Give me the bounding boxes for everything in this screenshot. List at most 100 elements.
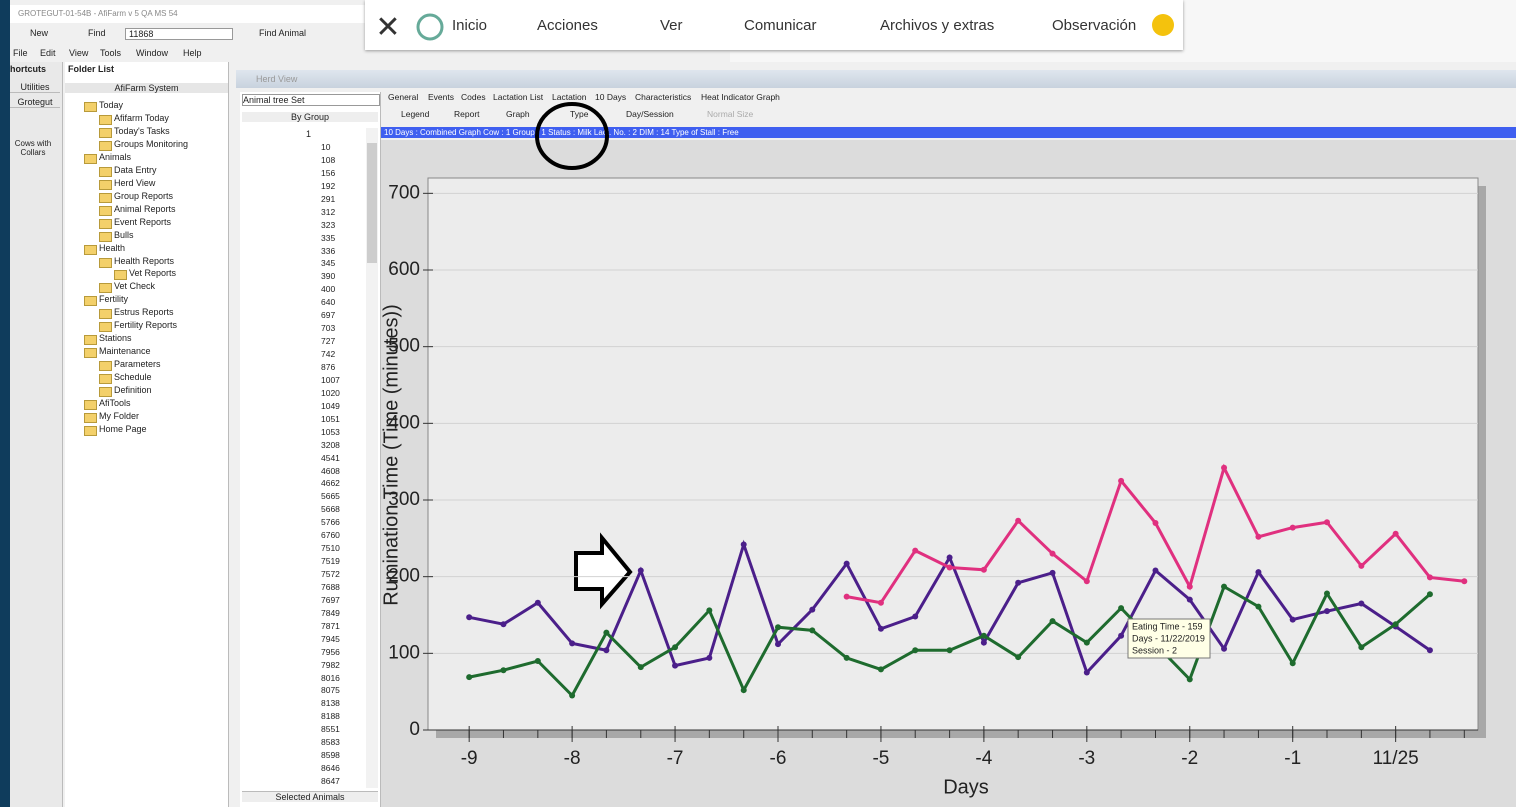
animal-id[interactable]: 3208 — [321, 439, 340, 450]
animal-id[interactable]: 7697 — [321, 594, 340, 605]
tree-item[interactable]: Animals — [99, 151, 132, 162]
tree-item[interactable]: Estrus Reports — [114, 307, 174, 318]
animal-id[interactable]: 8188 — [321, 711, 340, 722]
tree-item[interactable]: Health — [99, 242, 126, 253]
tab[interactable]: 10 Days — [595, 92, 627, 102]
animal-id[interactable]: 1051 — [321, 413, 340, 424]
tool-button[interactable]: Type — [570, 109, 589, 119]
animal-id[interactable]: 336 — [321, 245, 336, 256]
menu-item[interactable]: Window — [136, 48, 169, 58]
tree-item[interactable]: Stations — [99, 333, 132, 344]
animal-id[interactable]: 8598 — [321, 750, 340, 761]
tree-item[interactable]: Groups Monitoring — [114, 138, 189, 149]
tree-item[interactable]: Fertility — [99, 294, 128, 305]
animal-id[interactable]: 4662 — [321, 478, 340, 489]
shortcut[interactable]: Utilities — [10, 82, 60, 93]
animal-id[interactable]: 390 — [321, 271, 336, 282]
animal-id[interactable]: 7982 — [321, 659, 340, 670]
tab[interactable]: Lactation — [552, 92, 587, 102]
animal-id[interactable]: 7688 — [321, 581, 340, 592]
toolbar-item[interactable]: Find — [88, 28, 106, 38]
animal-id[interactable]: 703 — [321, 323, 336, 334]
menu-item[interactable]: View — [69, 48, 89, 58]
tree-item[interactable]: Vet Check — [114, 281, 156, 292]
animal-id[interactable]: 8138 — [321, 698, 340, 709]
tree-item[interactable]: Vet Reports — [129, 268, 177, 279]
menu-item[interactable]: File — [13, 48, 28, 58]
animal-id[interactable]: 7849 — [321, 607, 340, 618]
animal-id[interactable]: 4541 — [321, 452, 340, 463]
overlay-toolbar-item[interactable]: Ver — [660, 17, 683, 34]
animal-id[interactable]: 291 — [321, 193, 336, 204]
animal-id[interactable]: 1020 — [321, 387, 340, 398]
tree-item[interactable]: Home Page — [99, 424, 147, 434]
animal-id[interactable]: 7510 — [321, 543, 340, 554]
animal-id[interactable]: 156 — [321, 167, 336, 178]
animal-id[interactable]: 5665 — [321, 491, 340, 502]
animal-id[interactable]: 10 — [321, 142, 331, 152]
animal-id[interactable]: 5766 — [321, 517, 340, 528]
animal-id[interactable]: 697 — [321, 310, 336, 321]
close-icon[interactable]: ✕ — [375, 11, 400, 44]
animal-id[interactable]: 192 — [321, 180, 336, 191]
tab[interactable]: Codes — [461, 92, 486, 102]
tree-item[interactable]: My Folder — [99, 411, 140, 422]
menu-item[interactable]: Tools — [100, 48, 122, 58]
shortcut[interactable]: Grotegut — [10, 97, 60, 108]
animal-id[interactable]: 742 — [321, 349, 336, 360]
animal-id[interactable]: 1007 — [321, 374, 340, 385]
tree-item[interactable]: Event Reports — [114, 216, 172, 227]
animal-id[interactable]: 640 — [321, 297, 336, 308]
animal-id[interactable]: 400 — [321, 284, 336, 295]
tree-item[interactable]: Herd View — [114, 177, 156, 188]
tree-item[interactable]: Animal Reports — [114, 203, 176, 214]
shortcut[interactable]: Cows with Collars — [14, 139, 52, 157]
tab[interactable]: Events — [428, 92, 454, 102]
animal-id[interactable]: 8647 — [321, 776, 340, 787]
tree-item[interactable]: Parameters — [114, 359, 161, 370]
overlay-toolbar-item[interactable]: Archivos y extras — [880, 17, 995, 34]
tree-item[interactable]: Afifarm Today — [114, 112, 169, 123]
animal-id[interactable]: 4608 — [321, 465, 340, 476]
animal-id[interactable]: 323 — [321, 219, 336, 230]
tree-item[interactable]: Today — [99, 100, 124, 110]
menu-item[interactable]: Help — [183, 48, 202, 58]
tree-item[interactable]: Definition — [114, 385, 152, 396]
tool-button[interactable]: Normal Size — [707, 109, 754, 119]
animal-id[interactable]: 335 — [321, 232, 336, 243]
animal-id[interactable]: 8016 — [321, 672, 340, 683]
overlay-toolbar-item[interactable]: Inicio — [452, 17, 488, 34]
tool-button[interactable]: Day/Session — [626, 109, 674, 119]
animal-id[interactable]: 876 — [321, 361, 336, 372]
animal-id[interactable]: 7871 — [321, 620, 340, 631]
tree-item[interactable]: Group Reports — [114, 190, 174, 201]
tree-item[interactable]: Today's Tasks — [114, 125, 170, 136]
tab[interactable]: Lactation List — [493, 92, 544, 102]
tab[interactable]: Characteristics — [635, 92, 692, 102]
animal-id[interactable]: 5668 — [321, 504, 340, 515]
animal-id[interactable]: 7519 — [321, 556, 340, 567]
menu-item[interactable]: Edit — [40, 48, 56, 58]
tool-button[interactable]: Legend — [401, 109, 430, 119]
overlay-toolbar-item[interactable]: Comunicar — [744, 17, 817, 34]
tab[interactable]: General — [388, 92, 419, 102]
tree-item[interactable]: Maintenance — [99, 346, 151, 357]
animal-id[interactable]: 8075 — [321, 685, 340, 696]
tab[interactable]: Heat Indicator Graph — [701, 92, 780, 102]
animal-id[interactable]: 1053 — [321, 426, 340, 437]
animal-id[interactable]: 312 — [321, 206, 336, 217]
tree-item[interactable]: Data Entry — [114, 164, 157, 175]
animal-id[interactable]: 345 — [321, 258, 336, 269]
tool-button[interactable]: Graph — [506, 109, 530, 119]
animal-id[interactable]: 6760 — [321, 530, 340, 541]
tree-item[interactable]: Fertility Reports — [114, 320, 178, 331]
tree-item[interactable]: Bulls — [114, 229, 134, 240]
tool-button[interactable]: Report — [454, 109, 480, 119]
animal-id[interactable]: 8551 — [321, 724, 340, 735]
animal-id[interactable]: 108 — [321, 154, 336, 165]
animal-id[interactable]: 7945 — [321, 633, 340, 644]
toolbar-item[interactable]: Find Animal — [259, 28, 307, 38]
tree-item[interactable]: Health Reports — [114, 255, 175, 266]
animal-id[interactable]: 8646 — [321, 763, 340, 774]
animal-id[interactable]: 7572 — [321, 569, 340, 580]
